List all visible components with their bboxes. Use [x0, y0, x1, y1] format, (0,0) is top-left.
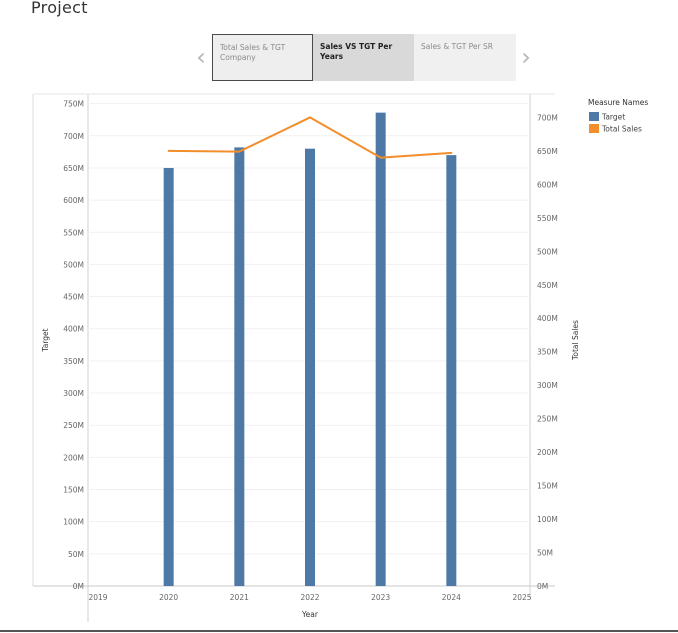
right-tick-label: 550M	[537, 214, 558, 223]
point-total-sales-2020	[167, 149, 170, 152]
story-tab-label: Sales & TGT Per SR	[421, 42, 493, 51]
left-tick-label: 250M	[63, 421, 84, 430]
story-prev-button[interactable]: ‹	[193, 44, 209, 72]
right-axis-title: Total Sales	[571, 320, 580, 361]
left-tick-label: 750M	[63, 100, 84, 109]
x-tick-label: 2021	[230, 593, 249, 602]
story-next-button[interactable]: ›	[518, 44, 534, 72]
point-total-sales-2024	[450, 151, 453, 154]
chevron-left-icon: ‹	[196, 43, 206, 71]
x-tick-label: 2024	[442, 593, 461, 602]
left-tick-label: 600M	[63, 196, 84, 205]
right-tick-label: 700M	[537, 113, 558, 122]
left-tick-label: 50M	[68, 550, 84, 559]
story-tab-total-sales-tgt-company[interactable]: Total Sales & TGT Company	[212, 34, 313, 81]
legend-label-target: Target	[601, 113, 625, 122]
story-tab-label: Sales VS TGT Per Years	[320, 42, 393, 61]
bar-target-2020	[163, 167, 174, 586]
right-tick-label: 100M	[537, 515, 558, 524]
point-total-sales-2023	[379, 156, 382, 159]
legend-swatch-target	[589, 112, 599, 121]
point-total-sales-2022	[309, 116, 311, 119]
left-tick-label: 550M	[63, 228, 84, 237]
x-tick-label: 2020	[159, 593, 178, 602]
story-tab-sales-tgt-per-sr[interactable]: Sales & TGT Per SR	[414, 34, 516, 81]
left-tick-label: 500M	[63, 260, 84, 269]
left-tick-label: 450M	[63, 293, 84, 302]
left-tick-label: 200M	[63, 453, 84, 462]
point-total-sales-2021	[238, 150, 241, 153]
right-tick-label: 600M	[537, 180, 558, 189]
bottom-divider	[0, 630, 678, 632]
x-axis-title: Year	[301, 610, 319, 619]
left-axis-title: Target	[41, 328, 50, 352]
right-tick-label: 250M	[537, 415, 558, 424]
left-tick-label: 150M	[63, 486, 84, 495]
left-tick-label: 700M	[63, 132, 84, 141]
page-title: Project	[31, 0, 88, 17]
bar-target-2023	[375, 112, 386, 587]
bar-target-2024	[446, 155, 457, 587]
x-tick-label: 2019	[88, 593, 107, 602]
bar-target-2021	[234, 147, 245, 587]
x-tick-label: 2022	[300, 593, 319, 602]
right-tick-label: 0M	[537, 582, 548, 591]
left-tick-label: 300M	[63, 389, 84, 398]
legend-label-total-sales: Total Sales	[601, 125, 642, 134]
story-navigator: Total Sales & TGT Company Sales VS TGT P…	[212, 34, 516, 81]
right-tick-label: 450M	[537, 281, 558, 290]
right-tick-label: 400M	[537, 314, 558, 323]
left-tick-label: 100M	[63, 518, 84, 527]
legend-swatch-total-sales	[589, 124, 599, 133]
x-tick-label: 2025	[512, 593, 531, 602]
left-tick-label: 350M	[63, 357, 84, 366]
left-tick-label: 400M	[63, 325, 84, 334]
right-tick-label: 150M	[537, 482, 558, 491]
story-tab-sales-vs-tgt-per-years[interactable]: Sales VS TGT Per Years	[313, 34, 414, 81]
right-tick-label: 500M	[537, 247, 558, 256]
legend-title: Measure Names	[588, 98, 648, 107]
right-tick-label: 650M	[537, 147, 558, 156]
bar-target-2022	[305, 148, 315, 586]
right-tick-label: 350M	[537, 348, 558, 357]
x-tick-label: 2023	[371, 593, 390, 602]
story-tab-label: Total Sales & TGT Company	[220, 43, 286, 62]
right-tick-label: 50M	[537, 549, 553, 558]
left-tick-label: 650M	[63, 164, 84, 173]
right-tick-label: 200M	[537, 448, 558, 457]
chevron-right-icon: ›	[521, 43, 531, 71]
left-tick-label: 0M	[73, 582, 84, 591]
right-tick-label: 300M	[537, 381, 558, 390]
